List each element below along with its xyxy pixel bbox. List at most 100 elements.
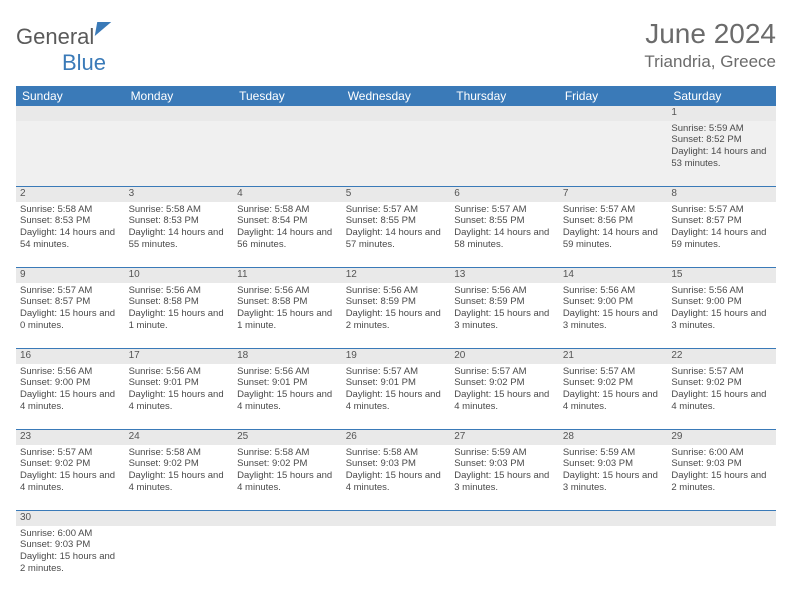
day-cell: [667, 526, 776, 592]
sunset-text: Sunset: 8:55 PM: [346, 215, 447, 227]
sunrise-text: Sunrise: 5:59 AM: [671, 123, 772, 135]
header: GeneralBlue June 2024 Triandria, Greece: [16, 18, 776, 76]
sunset-text: Sunset: 8:57 PM: [20, 296, 121, 308]
day-cell: [125, 526, 234, 592]
daylight-text: Daylight: 15 hours and 4 minutes.: [454, 389, 555, 413]
day-number-cell: [16, 106, 125, 121]
sunset-text: Sunset: 8:53 PM: [20, 215, 121, 227]
day-number-cell: 5: [342, 187, 451, 202]
daylight-text: Daylight: 14 hours and 57 minutes.: [346, 227, 447, 251]
sunset-text: Sunset: 8:52 PM: [671, 134, 772, 146]
day-number-cell: [667, 511, 776, 526]
day-cell: Sunrise: 5:57 AMSunset: 9:02 PMDaylight:…: [16, 445, 125, 511]
sunset-text: Sunset: 8:53 PM: [129, 215, 230, 227]
day-number-cell: 6: [450, 187, 559, 202]
day-number-cell: 22: [667, 349, 776, 364]
sunset-text: Sunset: 9:00 PM: [563, 296, 664, 308]
day-cell: Sunrise: 5:56 AMSunset: 9:01 PMDaylight:…: [233, 364, 342, 430]
day-cell: Sunrise: 5:57 AMSunset: 8:57 PMDaylight:…: [16, 283, 125, 349]
day-cell: Sunrise: 5:58 AMSunset: 9:03 PMDaylight:…: [342, 445, 451, 511]
sunrise-text: Sunrise: 5:56 AM: [129, 366, 230, 378]
day-number-cell: [559, 511, 668, 526]
day-number-cell: 27: [450, 430, 559, 445]
sunset-text: Sunset: 9:03 PM: [671, 458, 772, 470]
daylight-text: Daylight: 14 hours and 54 minutes.: [20, 227, 121, 251]
day-number-cell: 25: [233, 430, 342, 445]
day-number-cell: 26: [342, 430, 451, 445]
day-number-cell: 21: [559, 349, 668, 364]
sunset-text: Sunset: 8:58 PM: [129, 296, 230, 308]
sail-icon: [95, 22, 111, 36]
day-cell: Sunrise: 5:56 AMSunset: 8:58 PMDaylight:…: [233, 283, 342, 349]
daylight-text: Daylight: 14 hours and 59 minutes.: [671, 227, 772, 251]
sunrise-text: Sunrise: 5:56 AM: [237, 366, 338, 378]
day-number-cell: 3: [125, 187, 234, 202]
daylight-text: Daylight: 15 hours and 2 minutes.: [671, 470, 772, 494]
day-number-cell: 28: [559, 430, 668, 445]
sunrise-text: Sunrise: 5:57 AM: [346, 204, 447, 216]
sunset-text: Sunset: 8:59 PM: [454, 296, 555, 308]
day-number-cell: 15: [667, 268, 776, 283]
daylight-text: Daylight: 15 hours and 4 minutes.: [20, 470, 121, 494]
daylight-text: Daylight: 14 hours and 58 minutes.: [454, 227, 555, 251]
day-cell: Sunrise: 5:56 AMSunset: 8:59 PMDaylight:…: [342, 283, 451, 349]
sunrise-text: Sunrise: 5:56 AM: [129, 285, 230, 297]
day-number-cell: [450, 106, 559, 121]
daylight-text: Daylight: 15 hours and 4 minutes.: [563, 389, 664, 413]
sunrise-text: Sunrise: 5:57 AM: [454, 204, 555, 216]
day-number-cell: [450, 511, 559, 526]
sunrise-text: Sunrise: 5:57 AM: [563, 366, 664, 378]
day-cell: Sunrise: 6:00 AMSunset: 9:03 PMDaylight:…: [16, 526, 125, 592]
location-label: Triandria, Greece: [644, 52, 776, 72]
day-cell: Sunrise: 5:57 AMSunset: 8:57 PMDaylight:…: [667, 202, 776, 268]
daylight-text: Daylight: 15 hours and 0 minutes.: [20, 308, 121, 332]
day-number-cell: [559, 106, 668, 121]
daylight-text: Daylight: 15 hours and 1 minute.: [129, 308, 230, 332]
sunrise-text: Sunrise: 5:57 AM: [671, 204, 772, 216]
day-number-cell: 13: [450, 268, 559, 283]
day-cell: Sunrise: 5:56 AMSunset: 9:01 PMDaylight:…: [125, 364, 234, 430]
calendar-head: SundayMondayTuesdayWednesdayThursdayFrid…: [16, 86, 776, 106]
sunrise-text: Sunrise: 5:58 AM: [129, 204, 230, 216]
day-cell: [559, 526, 668, 592]
day-number-cell: 17: [125, 349, 234, 364]
calendar-body: 1Sunrise: 5:59 AMSunset: 8:52 PMDaylight…: [16, 106, 776, 592]
weekday-header: Monday: [125, 86, 234, 106]
day-number-cell: [233, 106, 342, 121]
daylight-text: Daylight: 15 hours and 3 minutes.: [454, 470, 555, 494]
day-number-cell: 29: [667, 430, 776, 445]
sunset-text: Sunset: 9:01 PM: [346, 377, 447, 389]
daylight-text: Daylight: 14 hours and 53 minutes.: [671, 146, 772, 170]
sunset-text: Sunset: 9:03 PM: [454, 458, 555, 470]
sunset-text: Sunset: 8:55 PM: [454, 215, 555, 227]
day-cell: Sunrise: 5:58 AMSunset: 9:02 PMDaylight:…: [125, 445, 234, 511]
daylight-text: Daylight: 15 hours and 2 minutes.: [20, 551, 121, 575]
day-number-cell: 16: [16, 349, 125, 364]
daylight-text: Daylight: 15 hours and 3 minutes.: [563, 308, 664, 332]
brand-logo: GeneralBlue: [16, 24, 110, 76]
day-cell: Sunrise: 5:56 AMSunset: 9:00 PMDaylight:…: [16, 364, 125, 430]
daylight-text: Daylight: 15 hours and 4 minutes.: [237, 470, 338, 494]
sunrise-text: Sunrise: 5:59 AM: [563, 447, 664, 459]
daylight-text: Daylight: 15 hours and 1 minute.: [237, 308, 338, 332]
sunrise-text: Sunrise: 5:58 AM: [237, 447, 338, 459]
sunset-text: Sunset: 9:02 PM: [671, 377, 772, 389]
sunset-text: Sunset: 9:01 PM: [237, 377, 338, 389]
sunset-text: Sunset: 9:02 PM: [20, 458, 121, 470]
sunrise-text: Sunrise: 5:56 AM: [346, 285, 447, 297]
daylight-text: Daylight: 14 hours and 59 minutes.: [563, 227, 664, 251]
sunrise-text: Sunrise: 5:58 AM: [346, 447, 447, 459]
day-number-cell: [342, 511, 451, 526]
sunrise-text: Sunrise: 5:58 AM: [237, 204, 338, 216]
sunset-text: Sunset: 9:02 PM: [237, 458, 338, 470]
day-cell: Sunrise: 5:56 AMSunset: 8:58 PMDaylight:…: [125, 283, 234, 349]
sunset-text: Sunset: 9:02 PM: [454, 377, 555, 389]
day-cell: Sunrise: 5:56 AMSunset: 9:00 PMDaylight:…: [667, 283, 776, 349]
daylight-text: Daylight: 15 hours and 4 minutes.: [237, 389, 338, 413]
sunrise-text: Sunrise: 5:59 AM: [454, 447, 555, 459]
day-cell: [233, 121, 342, 187]
sunset-text: Sunset: 8:58 PM: [237, 296, 338, 308]
weekday-header: Tuesday: [233, 86, 342, 106]
day-number-cell: [342, 106, 451, 121]
day-cell: Sunrise: 5:57 AMSunset: 9:01 PMDaylight:…: [342, 364, 451, 430]
